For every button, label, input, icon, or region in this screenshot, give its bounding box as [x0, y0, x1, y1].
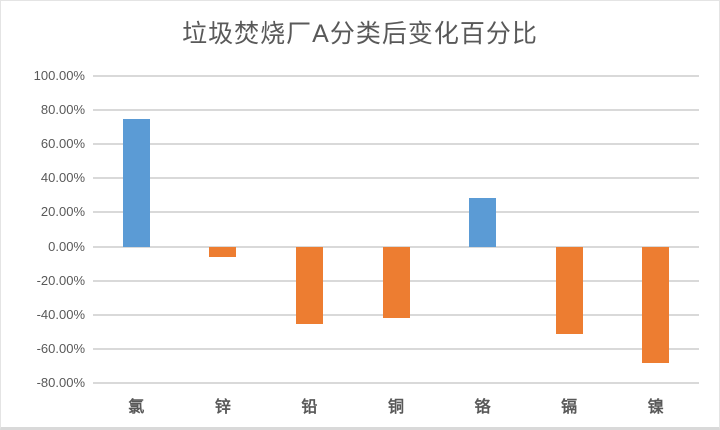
x-axis-category-label: 锌	[214, 399, 231, 416]
y-axis-tick-label: 60.00%	[40, 136, 85, 152]
y-axis-tick-label: 20.00%	[40, 204, 85, 220]
bar-铅	[295, 246, 323, 325]
x-axis-category-label: 铬	[474, 399, 491, 416]
bar-锌	[209, 246, 237, 257]
x-axis-category-label: 氯	[128, 399, 145, 416]
gridline	[93, 75, 699, 77]
bar-氯	[122, 118, 150, 247]
x-axis-category-label: 镉	[561, 399, 578, 416]
y-axis-tick-label: 0.00%	[48, 238, 85, 254]
y-axis-tick-label: -20.00%	[36, 272, 85, 288]
y-axis-tick-label: 80.00%	[40, 102, 85, 118]
gridline	[93, 177, 699, 180]
y-axis-tick-label: 100.00%	[33, 68, 85, 83]
bar-铜	[382, 246, 410, 319]
x-axis-category-label: 镍	[647, 399, 664, 416]
plot-area	[93, 75, 699, 384]
y-axis-tick-label: -40.00%	[36, 306, 85, 322]
y-axis-tick-label: 40.00%	[40, 170, 85, 186]
chart-title: 垃圾焚烧厂A分类后变化百分比	[182, 20, 538, 48]
gridline	[93, 347, 699, 350]
gridline	[93, 109, 699, 112]
y-axis-tick-label: -60.00%	[36, 340, 85, 356]
y-axis-tick-label: -80.00%	[36, 375, 85, 390]
gridline	[93, 382, 699, 384]
gridline	[93, 211, 699, 214]
bar-镍	[642, 246, 670, 363]
gridline	[93, 143, 699, 146]
x-axis-category-label: 铅	[301, 399, 318, 416]
bar-铬	[469, 197, 497, 247]
bar-镉	[555, 246, 583, 335]
x-axis-category-label: 铜	[387, 399, 404, 416]
